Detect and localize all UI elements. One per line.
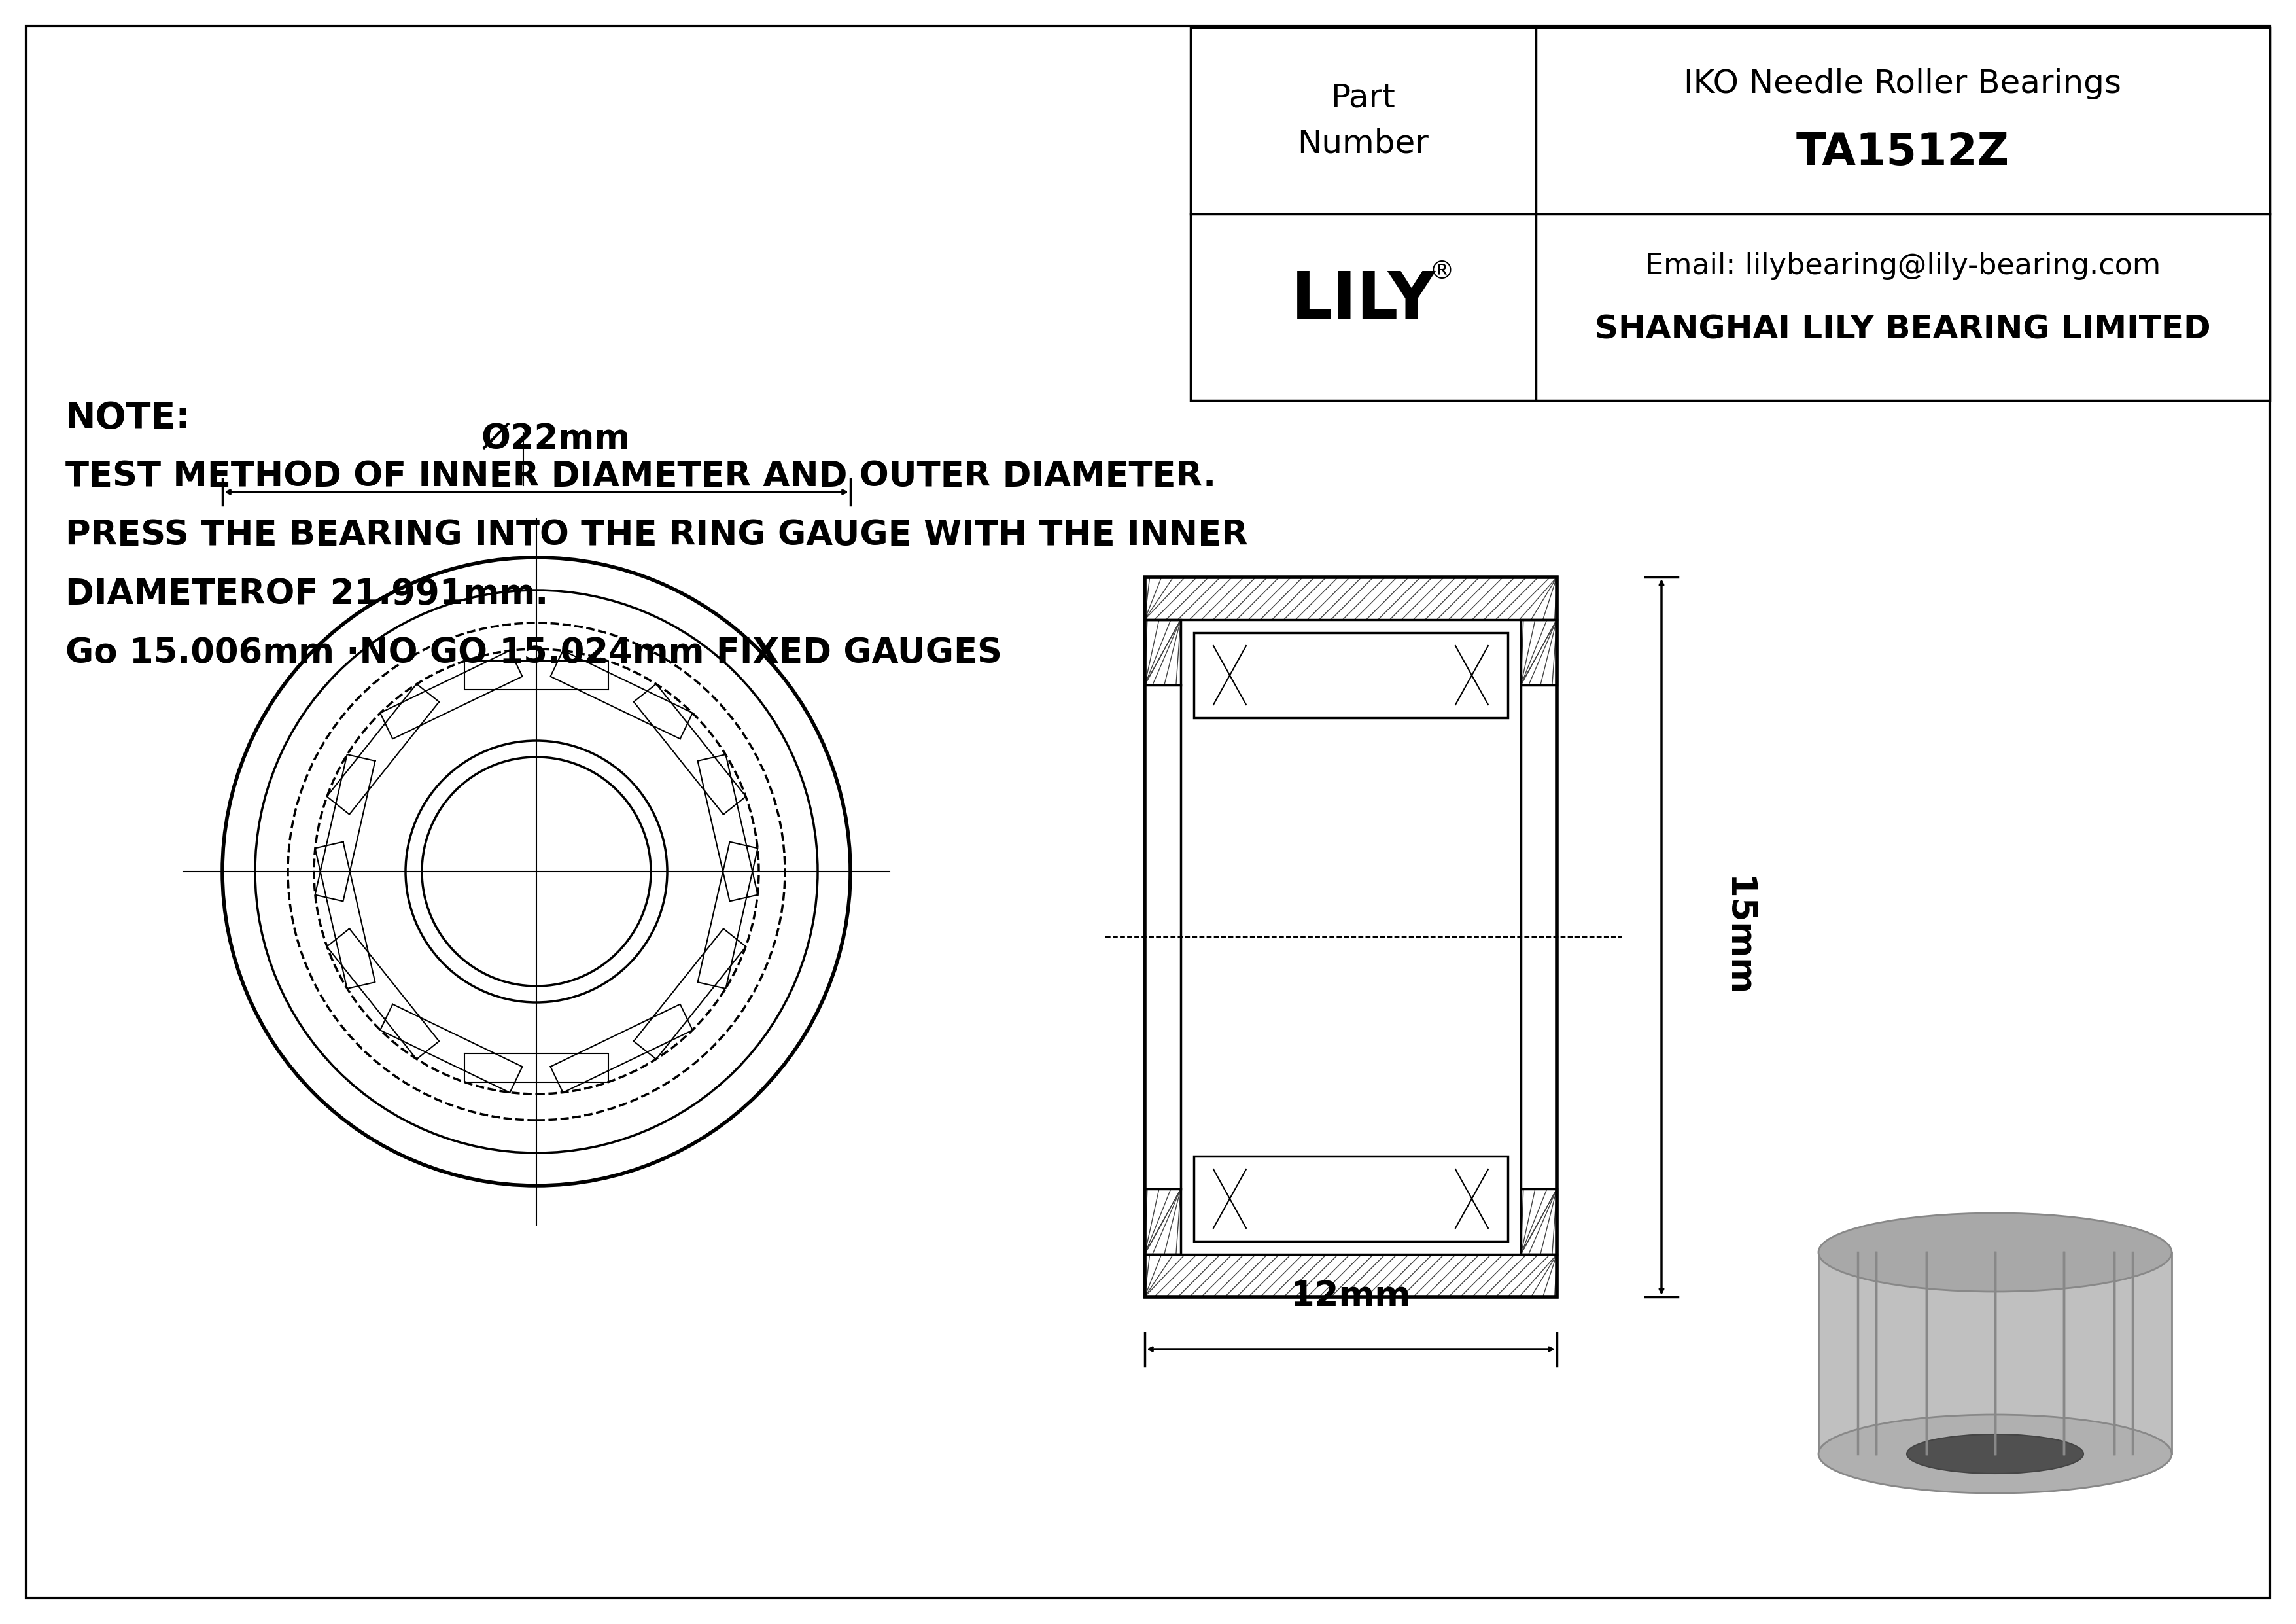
Text: TEST METHOD OF INNER DIAMETER AND OUTER DIAMETER.: TEST METHOD OF INNER DIAMETER AND OUTER …: [64, 460, 1217, 494]
Ellipse shape: [1906, 1434, 2082, 1473]
Text: SHANGHAI LILY BEARING LIMITED: SHANGHAI LILY BEARING LIMITED: [1596, 313, 2211, 346]
Bar: [1146, 577, 1557, 1298]
Text: 15mm: 15mm: [1720, 877, 1754, 997]
Bar: [1192, 28, 2271, 401]
Bar: [1146, 1254, 1557, 1298]
Ellipse shape: [1818, 1213, 2172, 1291]
Bar: [1818, 1252, 2172, 1453]
Bar: [1520, 1189, 1557, 1254]
Text: 12mm: 12mm: [1290, 1280, 1410, 1314]
Text: NOTE:: NOTE:: [64, 401, 191, 435]
Text: Ø22mm: Ø22mm: [482, 422, 631, 456]
Bar: [1194, 1156, 1508, 1241]
Text: IKO Needle Roller Bearings: IKO Needle Roller Bearings: [1683, 68, 2122, 99]
Bar: [1520, 620, 1557, 685]
Bar: [1194, 633, 1508, 718]
Text: Email: lilybearing@lily-bearing.com: Email: lilybearing@lily-bearing.com: [1646, 252, 2161, 281]
Text: DIAMETEROF 21.991mm.: DIAMETEROF 21.991mm.: [64, 577, 549, 611]
Text: Part
Number: Part Number: [1297, 81, 1428, 159]
Text: ®: ®: [1428, 258, 1453, 284]
Ellipse shape: [1818, 1415, 2172, 1492]
Bar: [1146, 577, 1557, 620]
Bar: [1146, 1189, 1180, 1254]
Text: PRESS THE BEARING INTO THE RING GAUGE WITH THE INNER: PRESS THE BEARING INTO THE RING GAUGE WI…: [64, 518, 1249, 552]
Text: LILY: LILY: [1290, 270, 1435, 333]
Text: Go 15.006mm ·NO GO 15.024mm FIXED GAUGES: Go 15.006mm ·NO GO 15.024mm FIXED GAUGES: [64, 637, 1001, 671]
Text: TA1512Z: TA1512Z: [1795, 132, 2009, 174]
Bar: [1146, 620, 1180, 685]
